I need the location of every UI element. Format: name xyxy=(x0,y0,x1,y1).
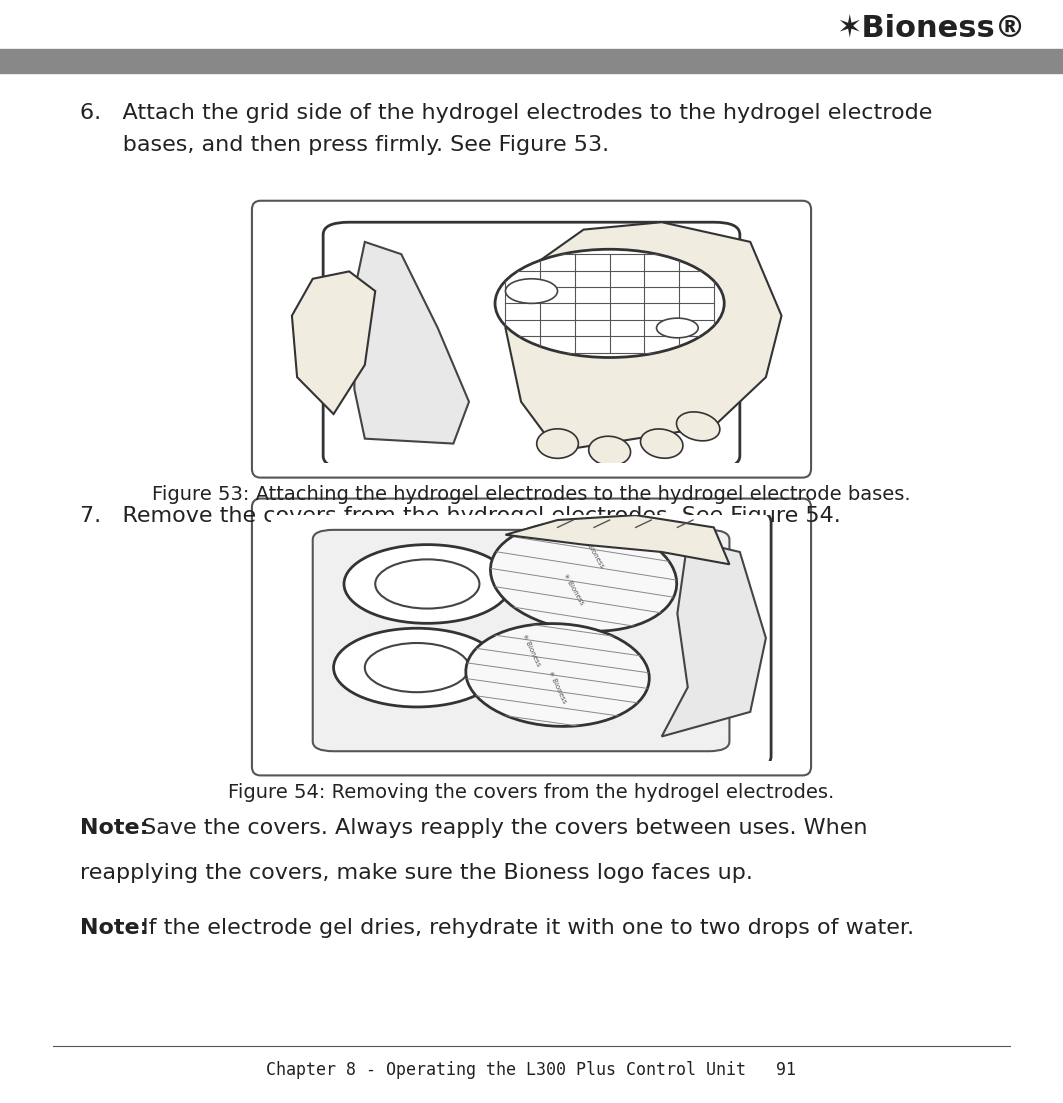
Circle shape xyxy=(365,643,469,693)
Polygon shape xyxy=(506,515,729,565)
Circle shape xyxy=(334,629,501,707)
Bar xyxy=(0,49,1063,73)
FancyBboxPatch shape xyxy=(266,507,771,771)
Text: 7.   Remove the covers from the hydrogel electrodes. See Figure 54.: 7. Remove the covers from the hydrogel e… xyxy=(80,506,841,526)
Ellipse shape xyxy=(676,411,720,441)
Text: Figure 54: Removing the covers from the hydrogel electrodes.: Figure 54: Removing the covers from the … xyxy=(229,783,834,802)
Text: ✶Bioness®: ✶Bioness® xyxy=(837,13,1026,42)
Circle shape xyxy=(375,559,479,609)
Circle shape xyxy=(506,279,557,303)
Text: Chapter 8 - Operating the L300 Plus Control Unit   91: Chapter 8 - Operating the L300 Plus Cont… xyxy=(267,1061,796,1079)
Text: Save the covers. Always reapply the covers between uses. When: Save the covers. Always reapply the cove… xyxy=(135,818,867,838)
Ellipse shape xyxy=(490,522,677,631)
Ellipse shape xyxy=(589,436,630,465)
Polygon shape xyxy=(292,271,375,414)
Text: reapplying the covers, make sure the Bioness logo faces up.: reapplying the covers, make sure the Bio… xyxy=(80,863,753,882)
Circle shape xyxy=(495,249,724,357)
FancyBboxPatch shape xyxy=(252,499,811,775)
Circle shape xyxy=(344,545,510,623)
Circle shape xyxy=(657,318,698,338)
Text: bases, and then press firmly. See Figure 53.: bases, and then press firmly. See Figure… xyxy=(80,135,609,154)
Text: If the electrode gel dries, rehydrate it with one to two drops of water.: If the electrode gel dries, rehydrate it… xyxy=(135,918,914,938)
FancyBboxPatch shape xyxy=(313,529,729,751)
Ellipse shape xyxy=(537,429,578,459)
Text: Note:: Note: xyxy=(80,818,148,838)
Text: 6.   Attach the grid side of the hydrogel electrodes to the hydrogel electrode: 6. Attach the grid side of the hydrogel … xyxy=(80,103,932,122)
Polygon shape xyxy=(661,539,765,737)
Text: Figure 53: Attaching the hydrogel electrodes to the hydrogel electrode bases.: Figure 53: Attaching the hydrogel electr… xyxy=(152,485,911,504)
Polygon shape xyxy=(354,242,469,443)
Ellipse shape xyxy=(641,429,682,458)
Text: ✳ Bioness: ✳ Bioness xyxy=(561,572,585,606)
Ellipse shape xyxy=(466,623,649,727)
Text: Note:: Note: xyxy=(80,918,148,938)
Text: ✳ Bioness: ✳ Bioness xyxy=(583,535,606,569)
FancyBboxPatch shape xyxy=(252,201,811,478)
FancyBboxPatch shape xyxy=(323,222,740,468)
Text: ✳ Bioness: ✳ Bioness xyxy=(547,671,568,705)
Polygon shape xyxy=(506,222,781,451)
Text: ✳ Bioness: ✳ Bioness xyxy=(521,633,542,667)
